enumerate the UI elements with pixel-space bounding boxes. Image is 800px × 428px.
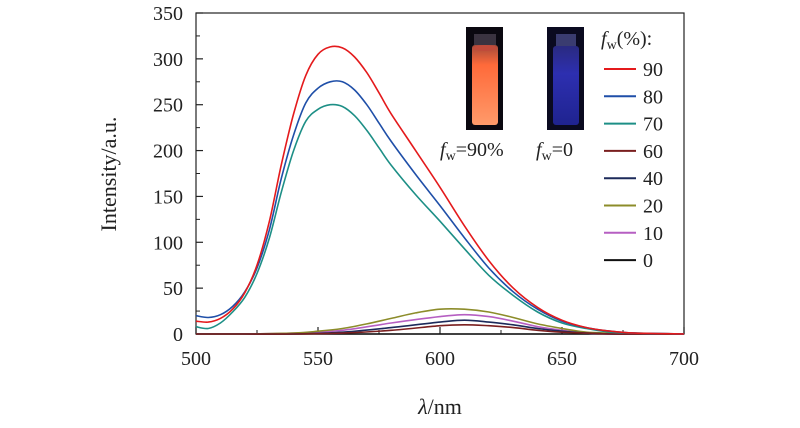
vial-photo-orange xyxy=(466,27,503,130)
legend-label-60: 60 xyxy=(643,141,663,163)
legend: fw(%): 90 80 70 60 40 20 10 0 xyxy=(601,28,663,272)
x-tick-label-500: 500 xyxy=(181,348,211,370)
series-line-70 xyxy=(195,103,685,335)
x-axis-label: λ/nm xyxy=(417,394,462,419)
legend-label-20: 20 xyxy=(643,196,663,218)
x-tick-label-700: 700 xyxy=(669,348,699,370)
legend-items: 90 80 70 60 40 20 10 0 xyxy=(604,59,663,272)
x-tick-labels: 500 550 600 650 700 xyxy=(181,348,699,370)
y-tick-label-100: 100 xyxy=(153,232,183,254)
vial-photo-blue xyxy=(547,27,584,130)
axis-ticks xyxy=(195,12,685,335)
y-tick-label-0: 0 xyxy=(173,324,183,346)
y-axis-label: Intensity/a.u. xyxy=(96,117,121,232)
legend-label-40: 40 xyxy=(643,168,663,190)
y-tick-label-250: 250 xyxy=(153,95,183,117)
legend-label-10: 10 xyxy=(643,223,663,245)
y-tick-label-150: 150 xyxy=(153,186,183,208)
inset-photos: fw=90% fw=0 xyxy=(440,27,584,164)
y-tick-label-200: 200 xyxy=(153,141,183,163)
legend-label-90: 90 xyxy=(643,59,663,81)
legend-label-80: 80 xyxy=(643,86,663,108)
x-tick-label-550: 550 xyxy=(303,348,333,370)
legend-label-0: 0 xyxy=(643,250,653,272)
y-tick-label-50: 50 xyxy=(163,278,183,300)
series-line-80 xyxy=(195,80,685,335)
legend-title: fw(%): xyxy=(601,28,652,53)
series-lines xyxy=(195,45,685,335)
series-line-90 xyxy=(195,45,685,335)
y-tick-label-300: 300 xyxy=(153,49,183,71)
legend-label-70: 70 xyxy=(643,114,663,136)
y-tick-labels: 0 50 100 150 200 250 300 350 xyxy=(153,3,183,346)
x-tick-label-650: 650 xyxy=(547,348,577,370)
y-tick-label-350: 350 xyxy=(153,3,183,25)
series-line-60 xyxy=(196,323,684,335)
plot-frame xyxy=(195,12,685,335)
series-line-20 xyxy=(195,308,685,335)
inset-label-0: fw=0 xyxy=(536,139,573,164)
x-tick-label-600: 600 xyxy=(425,348,455,370)
inset-label-90: fw=90% xyxy=(440,139,504,164)
